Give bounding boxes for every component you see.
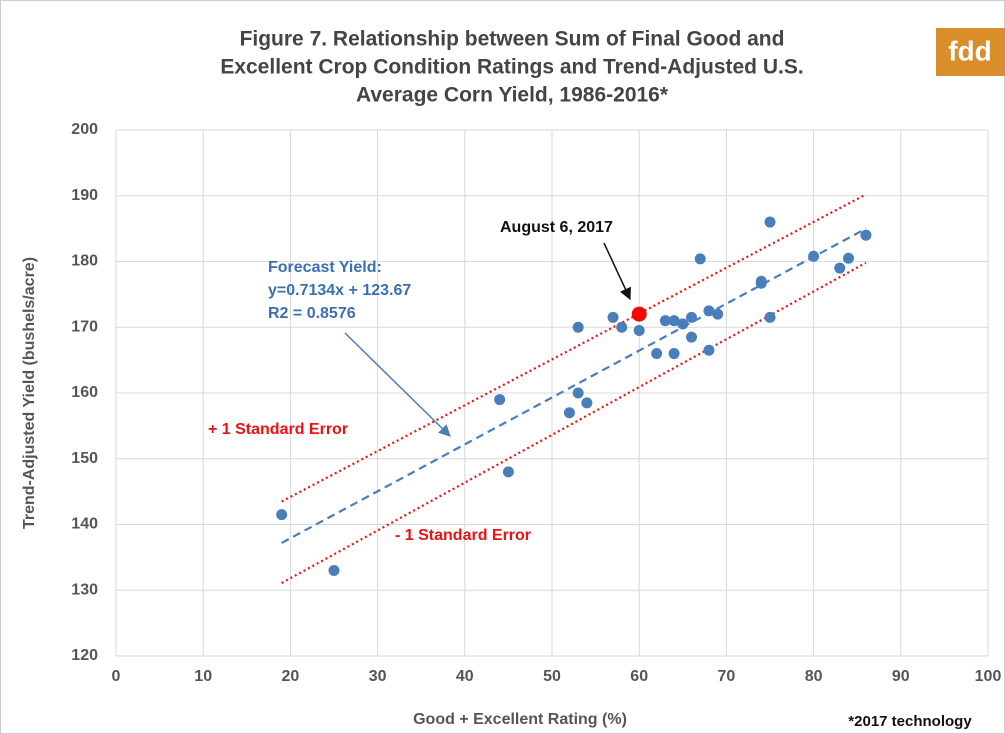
point bbox=[572, 321, 584, 333]
annotation: R2 = 0.8576 bbox=[268, 305, 356, 322]
point bbox=[808, 250, 820, 262]
y-tick-label: 200 bbox=[71, 121, 98, 138]
x-tick-label: 10 bbox=[194, 668, 212, 685]
fit-line bbox=[281, 193, 867, 503]
point bbox=[651, 348, 663, 360]
y-tick-label: 180 bbox=[71, 253, 98, 270]
annotation: August 6, 2017 bbox=[500, 219, 613, 236]
annotation: Forecast Yield: bbox=[268, 259, 382, 276]
point bbox=[572, 387, 584, 399]
point bbox=[659, 315, 671, 327]
annotation: - 1 Standard Error bbox=[395, 527, 531, 544]
point bbox=[694, 253, 706, 265]
grid-layer bbox=[115, 129, 989, 657]
annotation-arrow bbox=[603, 242, 631, 301]
annotation: y=0.7134x + 123.67 bbox=[268, 282, 411, 299]
point bbox=[842, 252, 854, 264]
logo-box bbox=[936, 28, 1005, 76]
point bbox=[607, 311, 619, 323]
chart-title: Figure 7. Relationship between Sum of Fi… bbox=[240, 28, 785, 51]
y-axis-label: Trend-Adjusted Yield (bushels/acre) bbox=[21, 257, 38, 529]
y-tick-label: 190 bbox=[71, 187, 98, 204]
x-tick-label: 70 bbox=[718, 668, 736, 685]
point bbox=[502, 466, 514, 478]
x-tick-label: 40 bbox=[456, 668, 474, 685]
point bbox=[328, 565, 340, 577]
point bbox=[677, 318, 689, 330]
x-tick-label: 20 bbox=[282, 668, 300, 685]
x-tick-label: 30 bbox=[369, 668, 387, 685]
x-axis-label: Good + Excellent Rating (%) bbox=[413, 711, 627, 728]
logo: fdd bbox=[948, 35, 992, 66]
y-tick-label: 140 bbox=[71, 516, 98, 533]
point bbox=[631, 306, 647, 322]
point bbox=[834, 262, 846, 274]
y-tick-label: 150 bbox=[71, 450, 98, 467]
point bbox=[668, 348, 680, 360]
x-tick-label: 50 bbox=[543, 668, 561, 685]
point bbox=[276, 509, 288, 521]
point bbox=[703, 344, 715, 356]
chart-title: Excellent Crop Condition Ratings and Tre… bbox=[220, 56, 803, 79]
x-tick-label: 100 bbox=[975, 668, 1002, 685]
annotation-arrow bbox=[344, 332, 451, 437]
point bbox=[668, 315, 680, 327]
point bbox=[581, 397, 593, 409]
point bbox=[764, 311, 776, 323]
y-tick-label: 120 bbox=[71, 647, 98, 664]
point bbox=[712, 308, 724, 320]
point bbox=[764, 216, 776, 228]
x-tick-label: 60 bbox=[630, 668, 648, 685]
y-tick-label: 160 bbox=[71, 384, 98, 401]
x-tick-label: 0 bbox=[112, 668, 121, 685]
point bbox=[755, 277, 767, 289]
x-tick-label: 90 bbox=[892, 668, 910, 685]
chart-title: Average Corn Yield, 1986-2016* bbox=[356, 84, 669, 107]
x-tick-label: 80 bbox=[805, 668, 823, 685]
point bbox=[616, 321, 628, 333]
point bbox=[703, 305, 715, 317]
y-tick-label: 170 bbox=[71, 318, 98, 335]
footnote: *2017 technology bbox=[848, 713, 972, 730]
point bbox=[860, 229, 872, 241]
y-tick-label: 130 bbox=[71, 581, 98, 598]
annotation: + 1 Standard Error bbox=[208, 421, 348, 438]
point bbox=[494, 394, 506, 406]
point bbox=[686, 331, 698, 343]
point bbox=[633, 325, 645, 337]
point bbox=[686, 311, 698, 323]
point bbox=[563, 407, 575, 419]
fit-line bbox=[281, 227, 867, 544]
